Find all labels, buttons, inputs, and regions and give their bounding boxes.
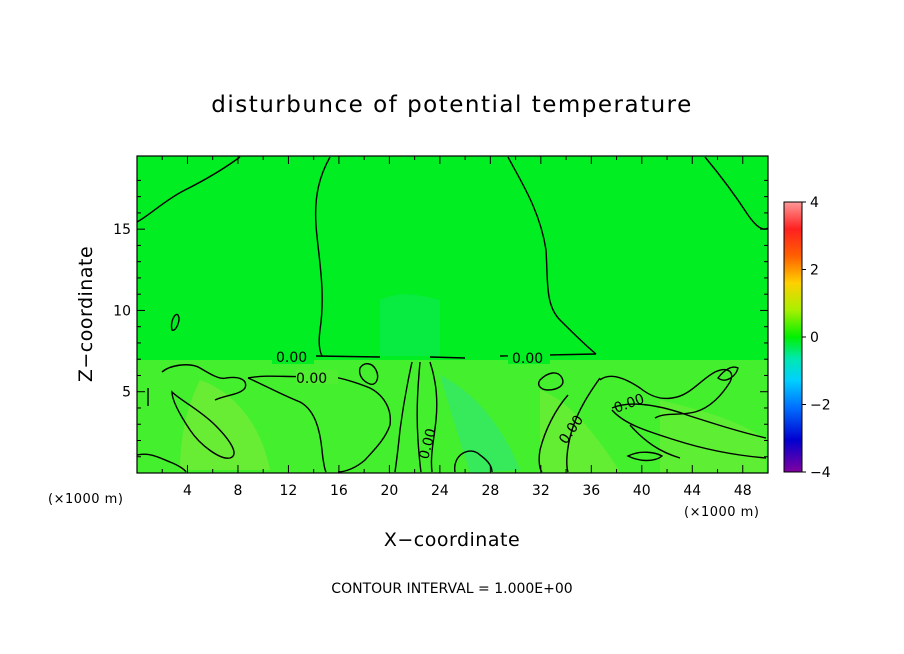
chart-title: disturbunce of potential temperature <box>211 92 693 118</box>
colorbar-tick-label: −2 <box>810 398 831 414</box>
contour-line <box>136 156 241 223</box>
contour-line <box>611 409 767 459</box>
x-tick-label: 44 <box>683 483 701 499</box>
contour-line <box>161 364 247 459</box>
plot-frame <box>136 155 769 474</box>
x-unit-left: (×1000 m) <box>48 492 123 507</box>
contour-line <box>566 377 601 473</box>
contour-line <box>314 156 331 357</box>
contour-line <box>599 368 733 419</box>
x-tick-label: 28 <box>481 483 499 499</box>
x-tick-label: 48 <box>734 483 752 499</box>
contour-line <box>629 424 681 459</box>
colorbar-tick-label: 2 <box>810 263 819 279</box>
y-tick-label: 5 <box>122 385 131 401</box>
x-tick-label: 24 <box>431 483 449 499</box>
colorbar-tick-label: 0 <box>810 330 819 346</box>
contour-line <box>416 361 422 473</box>
x-axis: 4 8 12 16 20 24 28 32 36 40 44 48 <box>161 156 752 499</box>
y-axis-label: Z−coordinate <box>75 246 97 382</box>
contour-line <box>394 361 413 473</box>
colorbar-ticks: 4 2 0 −2 −4 <box>802 195 831 481</box>
lower-layer-patch <box>180 380 270 470</box>
lower-layer-patch <box>440 375 520 473</box>
contour-line <box>429 361 493 473</box>
contour-line <box>358 363 379 385</box>
lower-layer-patch <box>380 294 440 356</box>
y-tick-label: 15 <box>113 222 131 238</box>
x-tick-label: 4 <box>183 483 192 499</box>
x-axis-label: X−coordinate <box>384 529 520 551</box>
contour-line <box>136 453 187 473</box>
x-tick-label: 20 <box>380 483 398 499</box>
y-axis: 5 10 15 <box>113 179 768 458</box>
colorbar-tick-label: −4 <box>810 465 831 481</box>
contour-line <box>626 451 664 462</box>
contour-label: 0.00 <box>276 350 307 366</box>
contour-label: 0.00 <box>512 351 543 367</box>
x-tick-label: 36 <box>582 483 600 499</box>
x-tick-label: 8 <box>233 483 242 499</box>
contour-label: 0.00 <box>296 371 327 387</box>
contour-line <box>717 366 739 381</box>
y-tick-label: 10 <box>113 303 131 319</box>
contour-interval-text: CONTOUR INTERVAL = 1.000E+00 <box>331 581 572 597</box>
contour-line <box>611 403 767 439</box>
lower-layer-patch <box>540 390 620 472</box>
contour-line <box>247 377 327 473</box>
x-tick-label: 12 <box>280 483 298 499</box>
lower-layer-patch <box>660 400 766 472</box>
colorbar <box>783 201 803 473</box>
x-unit-right: (×1000 m) <box>684 505 759 520</box>
x-tick-label: 32 <box>532 483 550 499</box>
x-tick-label: 40 <box>633 483 651 499</box>
contour-line <box>538 372 564 391</box>
contour-label: 0.00 <box>416 427 440 461</box>
colorbar-tick-label: 4 <box>810 195 819 211</box>
contour-line <box>170 313 180 331</box>
contour-lines <box>136 156 769 473</box>
contour-line <box>507 156 597 355</box>
x-tick-label: 16 <box>330 483 348 499</box>
